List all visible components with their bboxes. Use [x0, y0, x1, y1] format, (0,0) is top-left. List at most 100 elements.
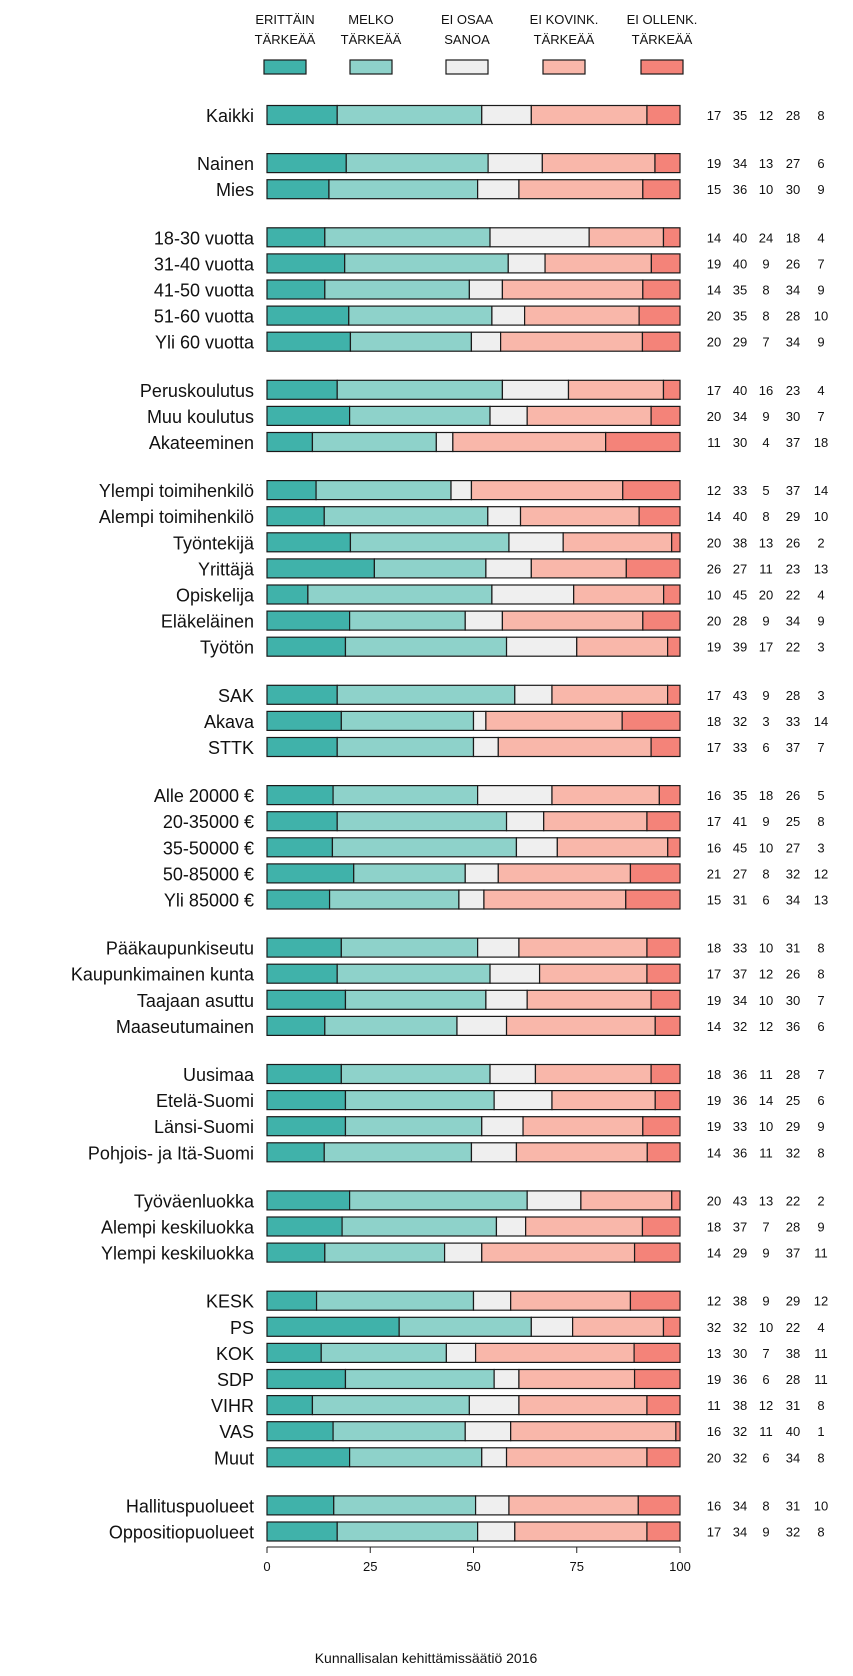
legend-label-line2: TÄRKEÄÄ	[632, 32, 693, 47]
legend-item-1: ERITTÄIN TÄRKEÄÄ	[255, 12, 316, 75]
row-18-30-vuotta: 18-30 vuotta 14 40 24 18 4	[154, 227, 825, 248]
value-label-2: 40	[733, 383, 747, 398]
bar-segment-1	[266, 431, 314, 453]
bar-segment-3	[477, 784, 553, 806]
bar-segment-1	[266, 1316, 400, 1337]
bar-segment-1	[266, 1242, 326, 1263]
row-ylempi-keskiluokka: Ylempi keskiluokka 14 29 9 37 11	[101, 1242, 828, 1264]
x-axis: 0 25 50 75 100	[263, 1546, 691, 1574]
bar-segment-2	[324, 1015, 458, 1037]
value-label-5: 4	[817, 230, 824, 245]
value-label-3: 6	[762, 893, 769, 908]
value-label-2: 41	[733, 814, 747, 829]
row-label: Alempi keskiluokka	[101, 1218, 255, 1238]
bar-segment-2	[398, 1316, 532, 1337]
bar-segment-4	[518, 179, 644, 200]
value-label-1: 18	[707, 1067, 721, 1082]
bar-segment-5	[663, 584, 681, 605]
x-tick-label: 25	[363, 1559, 377, 1574]
bar-segment-5	[629, 1290, 681, 1311]
bar-segment-2	[324, 1242, 446, 1263]
value-label-5: 10	[814, 1498, 828, 1513]
value-label-1: 16	[707, 788, 721, 803]
value-label-3: 8	[762, 509, 769, 524]
value-label-1: 19	[707, 1119, 721, 1134]
value-label-4: 37	[786, 435, 800, 450]
bar-segment-4	[556, 837, 669, 858]
value-label-1: 11	[707, 1398, 721, 1413]
bar-segment-4	[551, 1089, 656, 1111]
value-label-5: 2	[817, 535, 824, 550]
value-label-2: 34	[733, 1498, 747, 1513]
value-label-2: 33	[733, 1119, 747, 1134]
value-label-5: 10	[814, 509, 828, 524]
bar-segment-2	[373, 558, 487, 579]
bar-segment-5	[646, 1447, 681, 1468]
value-label-2: 34	[733, 1525, 747, 1540]
bar-segment-5	[633, 1342, 681, 1364]
value-label-1: 14	[707, 509, 721, 524]
bar-segment-3	[470, 1142, 518, 1163]
bar-segment-2	[336, 811, 508, 832]
bar-segment-1	[266, 331, 352, 352]
row-label: Yrittäjä	[198, 559, 255, 579]
legend-label-line1: EI OSAA	[441, 12, 493, 27]
value-label-2: 30	[733, 435, 747, 450]
bar-segment-3	[526, 1190, 582, 1211]
bar-segment-3	[515, 837, 558, 858]
bar-segment-5	[667, 837, 681, 858]
value-label-4: 37	[786, 1246, 800, 1261]
legend-swatch	[263, 59, 307, 75]
value-label-3: 13	[759, 1193, 773, 1208]
bar-segment-2	[340, 937, 479, 958]
bar-segment-2	[344, 636, 508, 657]
value-label-5: 1	[817, 1424, 824, 1439]
value-label-5: 4	[817, 588, 824, 603]
bar-segment-4	[500, 331, 644, 352]
value-label-2: 34	[733, 156, 747, 171]
bar-segment-4	[474, 1342, 635, 1364]
bar-segment-1	[266, 784, 334, 806]
row-alle-20000-eur: Alle 20000 € 16 35 18 26 5	[154, 784, 825, 806]
bar-segment-4	[524, 305, 640, 326]
value-label-3: 12	[759, 967, 773, 982]
bar-segment-1	[266, 684, 338, 705]
bar-segment-3	[458, 889, 485, 910]
row-label: 20-35000 €	[163, 812, 254, 832]
row-opiskelija: Opiskelija 10 45 20 22 4	[176, 584, 825, 606]
row-label: Ylempi toimihenkilö	[99, 481, 254, 501]
bar-segment-5	[654, 1015, 681, 1037]
value-label-2: 35	[733, 788, 747, 803]
bar-segment-1	[266, 1521, 338, 1542]
bar-segment-2	[340, 710, 475, 732]
value-label-3: 6	[762, 740, 769, 755]
value-label-4: 29	[786, 1294, 800, 1309]
bar-segment-5	[650, 405, 681, 426]
bar-segment-4	[567, 379, 665, 400]
bar-segment-4	[562, 532, 673, 553]
value-label-5: 18	[814, 435, 828, 450]
value-label-3: 8	[762, 1498, 769, 1513]
bar-segment-2	[344, 253, 509, 274]
value-label-1: 17	[707, 108, 721, 123]
row-taajaan-asuttu: Taajaan asuttu 19 34 10 30 7	[137, 989, 825, 1011]
value-label-3: 6	[762, 1372, 769, 1387]
value-label-4: 28	[786, 1220, 800, 1235]
bar-segment-2	[349, 610, 466, 631]
bar-segment-3	[464, 863, 499, 884]
value-label-2: 32	[733, 1320, 747, 1335]
row-hallituspuolueet: Hallituspuolueet 16 34 8 31 10	[126, 1495, 828, 1516]
bar-segment-5	[638, 305, 681, 326]
row-akateeminen: Akateeminen 11 30 4 37 18	[149, 431, 828, 453]
bar-segment-2	[320, 1342, 447, 1364]
bar-segment-1	[266, 506, 325, 527]
bar-segment-3	[445, 1342, 477, 1364]
value-label-4: 23	[786, 561, 800, 576]
bar-segment-2	[324, 227, 491, 248]
value-label-2: 43	[733, 1193, 747, 1208]
value-label-5: 5	[817, 788, 824, 803]
value-label-5: 14	[814, 714, 828, 729]
value-label-2: 38	[733, 535, 747, 550]
bar-segment-5	[646, 937, 681, 958]
